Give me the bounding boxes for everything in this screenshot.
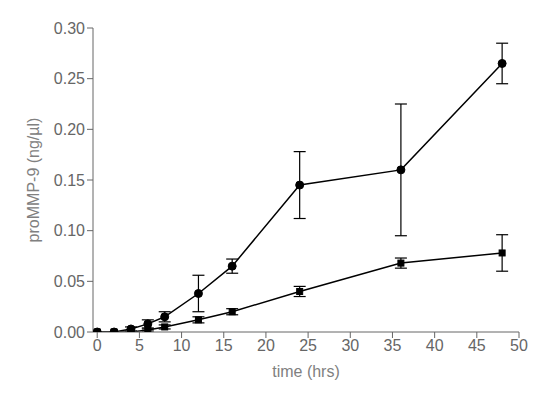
svg-text:20: 20 <box>257 337 275 354</box>
svg-text:0.00: 0.00 <box>54 324 85 341</box>
svg-text:proMMP-9 (ng/µl): proMMP-9 (ng/µl) <box>25 118 42 243</box>
svg-text:45: 45 <box>468 337 486 354</box>
svg-text:0.10: 0.10 <box>54 222 85 239</box>
svg-text:0.20: 0.20 <box>54 121 85 138</box>
svg-text:10: 10 <box>173 337 191 354</box>
svg-text:0: 0 <box>93 337 102 354</box>
svg-text:5: 5 <box>135 337 144 354</box>
svg-text:0.25: 0.25 <box>54 70 85 87</box>
svg-text:time (hrs): time (hrs) <box>272 363 340 380</box>
svg-text:35: 35 <box>384 337 402 354</box>
svg-text:0.05: 0.05 <box>54 273 85 290</box>
svg-text:15: 15 <box>215 337 233 354</box>
svg-text:40: 40 <box>426 337 444 354</box>
svg-text:0.30: 0.30 <box>54 20 85 37</box>
svg-text:25: 25 <box>299 337 317 354</box>
svg-text:30: 30 <box>341 337 359 354</box>
svg-text:0.15: 0.15 <box>54 172 85 189</box>
svg-text:50: 50 <box>510 337 528 354</box>
